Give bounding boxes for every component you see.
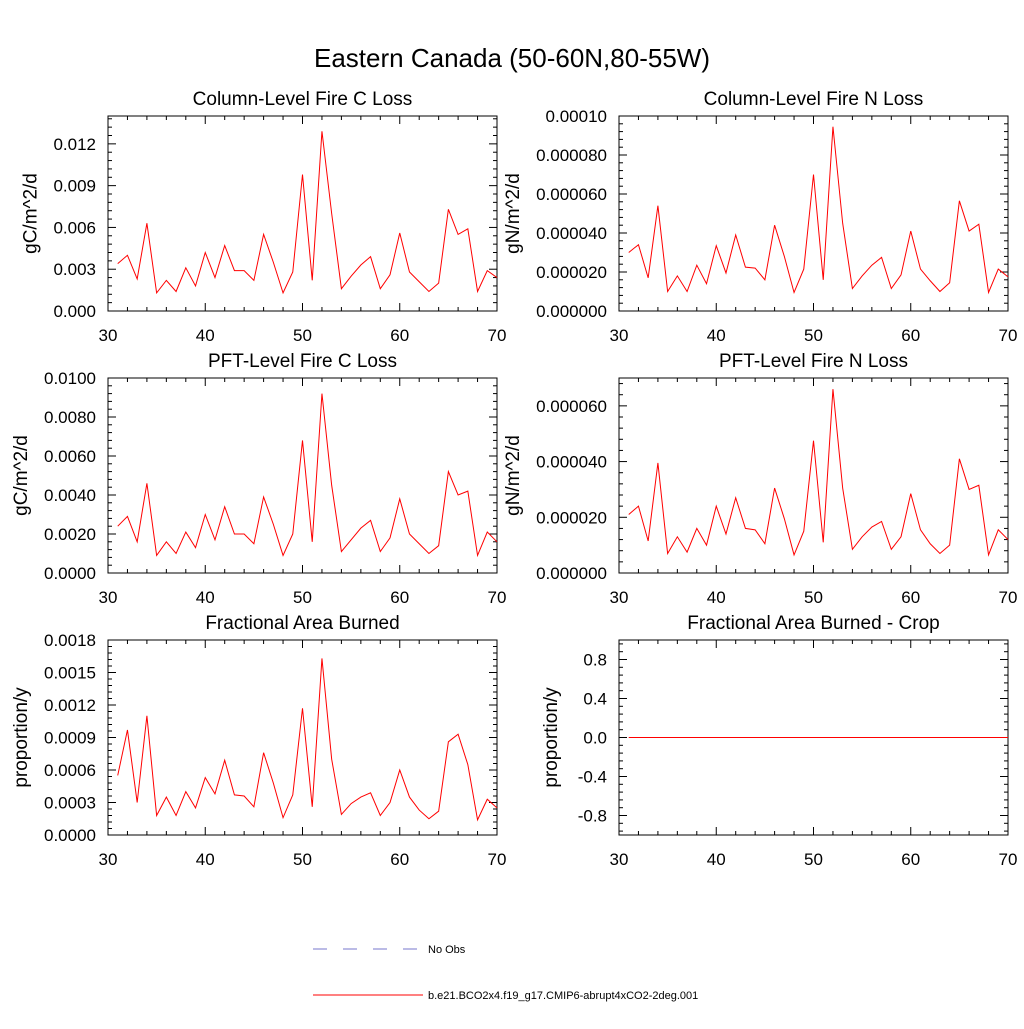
panel-title: PFT-Level Fire N Loss bbox=[719, 351, 908, 372]
y-tick-label: -0.4 bbox=[578, 768, 607, 787]
series-line bbox=[117, 393, 498, 558]
x-tick-label: 40 bbox=[196, 850, 215, 869]
y-axis-label: gN/m^2/d bbox=[503, 173, 524, 254]
y-tick-label: 0.000040 bbox=[536, 453, 607, 472]
y-tick-label: 0.0020 bbox=[44, 525, 96, 544]
y-tick-label: 0.8 bbox=[583, 651, 607, 670]
y-tick-label: 0.0 bbox=[583, 729, 607, 748]
y-tick-label: 0.000000 bbox=[536, 564, 607, 583]
y-tick-label: 0.000 bbox=[53, 302, 96, 321]
y-axis-label: proportion/y bbox=[541, 687, 562, 788]
x-tick-label: 40 bbox=[707, 588, 726, 607]
panel-6: Fractional Area Burned - Crop 30 40 50 60 70 -… bbox=[541, 613, 1017, 869]
x-tick-label: 60 bbox=[390, 588, 409, 607]
x-tick-label: 40 bbox=[707, 850, 726, 869]
figure-title: Eastern Canada (50-60N,80-55W) bbox=[314, 43, 710, 73]
x-tick-label: 50 bbox=[804, 326, 823, 345]
y-tick-label: 0.012 bbox=[53, 135, 96, 154]
panel-4: PFT-Level Fire N Loss 30 40 50 60 70 0.000000 0… bbox=[503, 351, 1017, 607]
y-tick-label: 0.0100 bbox=[44, 369, 96, 388]
x-tick-label: 60 bbox=[901, 588, 920, 607]
series-line bbox=[628, 389, 1009, 557]
series-line bbox=[628, 126, 1009, 295]
y-tick-label: 0.000040 bbox=[536, 224, 607, 243]
x-tick-label: 30 bbox=[610, 588, 629, 607]
x-tick-label: 50 bbox=[293, 326, 312, 345]
y-tick-label: 0.0000 bbox=[44, 826, 96, 845]
panel-1: Column-Level Fire C Loss 30 40 50 60 70 0.000 0… bbox=[21, 89, 507, 345]
y-tick-label: 0.006 bbox=[53, 218, 96, 237]
x-tick-label: 40 bbox=[196, 588, 215, 607]
panel-title: Fractional Area Burned - Crop bbox=[687, 613, 939, 634]
x-tick-label: 70 bbox=[999, 326, 1018, 345]
plot-frame bbox=[107, 639, 498, 836]
y-tick-label: 0.00010 bbox=[546, 107, 607, 126]
y-tick-label: 0.0040 bbox=[44, 486, 96, 505]
panel-5: Fractional Area Burned 30 40 50 60 70 0.0000 0.… bbox=[11, 613, 506, 869]
x-tick-label: 50 bbox=[804, 588, 823, 607]
legend-label: b.e21.BCO2x4.f19_g17.CMIP6-abrupt4xCO2-2… bbox=[428, 990, 698, 1002]
x-tick-label: 60 bbox=[901, 326, 920, 345]
y-tick-label: 0.0003 bbox=[44, 794, 96, 813]
x-tick-label: 70 bbox=[488, 850, 507, 869]
y-tick-label: -0.8 bbox=[578, 807, 607, 826]
x-tick-label: 50 bbox=[804, 850, 823, 869]
y-axis-label: proportion/y bbox=[11, 687, 32, 788]
panel-title: Fractional Area Burned bbox=[205, 613, 399, 634]
y-tick-label: 0.4 bbox=[583, 690, 607, 709]
y-tick-label: 0.009 bbox=[53, 177, 96, 196]
y-tick-label: 0.003 bbox=[53, 260, 96, 279]
panel-3: PFT-Level Fire C Loss 30 40 50 60 70 0.0000 0.0… bbox=[11, 351, 506, 607]
y-tick-label: 0.000000 bbox=[536, 302, 607, 321]
x-tick-label: 70 bbox=[488, 588, 507, 607]
y-tick-label: 0.0080 bbox=[44, 408, 96, 427]
series-line bbox=[117, 131, 498, 295]
x-tick-label: 30 bbox=[99, 588, 118, 607]
x-tick-label: 30 bbox=[610, 326, 629, 345]
series-line bbox=[117, 658, 498, 822]
y-tick-label: 0.000020 bbox=[536, 263, 607, 282]
y-tick-label: 0.000020 bbox=[536, 508, 607, 527]
x-tick-label: 30 bbox=[610, 850, 629, 869]
legend-label: No Obs bbox=[428, 944, 466, 956]
y-tick-label: 0.000080 bbox=[536, 146, 607, 165]
y-tick-label: 0.0060 bbox=[44, 447, 96, 466]
x-tick-label: 40 bbox=[196, 326, 215, 345]
y-tick-label: 0.0012 bbox=[44, 696, 96, 715]
legend-item: b.e21.BCO2x4.f19_g17.CMIP6-abrupt4xCO2-2… bbox=[313, 990, 698, 1002]
panel-2: Column-Level Fire N Loss 30 40 50 60 70 0.0000… bbox=[503, 89, 1017, 345]
x-tick-label: 40 bbox=[707, 326, 726, 345]
x-tick-label: 70 bbox=[488, 326, 507, 345]
y-tick-label: 0.0015 bbox=[44, 664, 96, 683]
x-tick-label: 70 bbox=[999, 588, 1018, 607]
x-tick-label: 50 bbox=[293, 850, 312, 869]
legend-item: No Obs bbox=[313, 944, 466, 956]
y-tick-label: 0.0006 bbox=[44, 761, 96, 780]
y-axis-label: gC/m^2/d bbox=[21, 173, 42, 254]
x-tick-label: 50 bbox=[293, 588, 312, 607]
x-tick-label: 70 bbox=[999, 850, 1018, 869]
y-axis-label: gC/m^2/d bbox=[11, 435, 32, 516]
y-tick-label: 0.000060 bbox=[536, 397, 607, 416]
y-tick-label: 0.0009 bbox=[44, 729, 96, 748]
x-tick-label: 30 bbox=[99, 850, 118, 869]
x-tick-label: 60 bbox=[390, 326, 409, 345]
x-tick-label: 30 bbox=[99, 326, 118, 345]
y-axis-label: gN/m^2/d bbox=[503, 435, 524, 516]
panel-title: Column-Level Fire N Loss bbox=[704, 89, 924, 110]
y-tick-label: 0.000060 bbox=[536, 185, 607, 204]
panel-title: Column-Level Fire C Loss bbox=[193, 89, 413, 110]
x-tick-label: 60 bbox=[901, 850, 920, 869]
y-tick-label: 0.0018 bbox=[44, 631, 96, 650]
x-tick-label: 60 bbox=[390, 850, 409, 869]
y-tick-label: 0.0000 bbox=[44, 564, 96, 583]
legend: No Obs b.e21.BCO2x4.f19_g17.CMIP6-abrupt4… bbox=[313, 944, 698, 1002]
panel-title: PFT-Level Fire C Loss bbox=[208, 351, 397, 372]
